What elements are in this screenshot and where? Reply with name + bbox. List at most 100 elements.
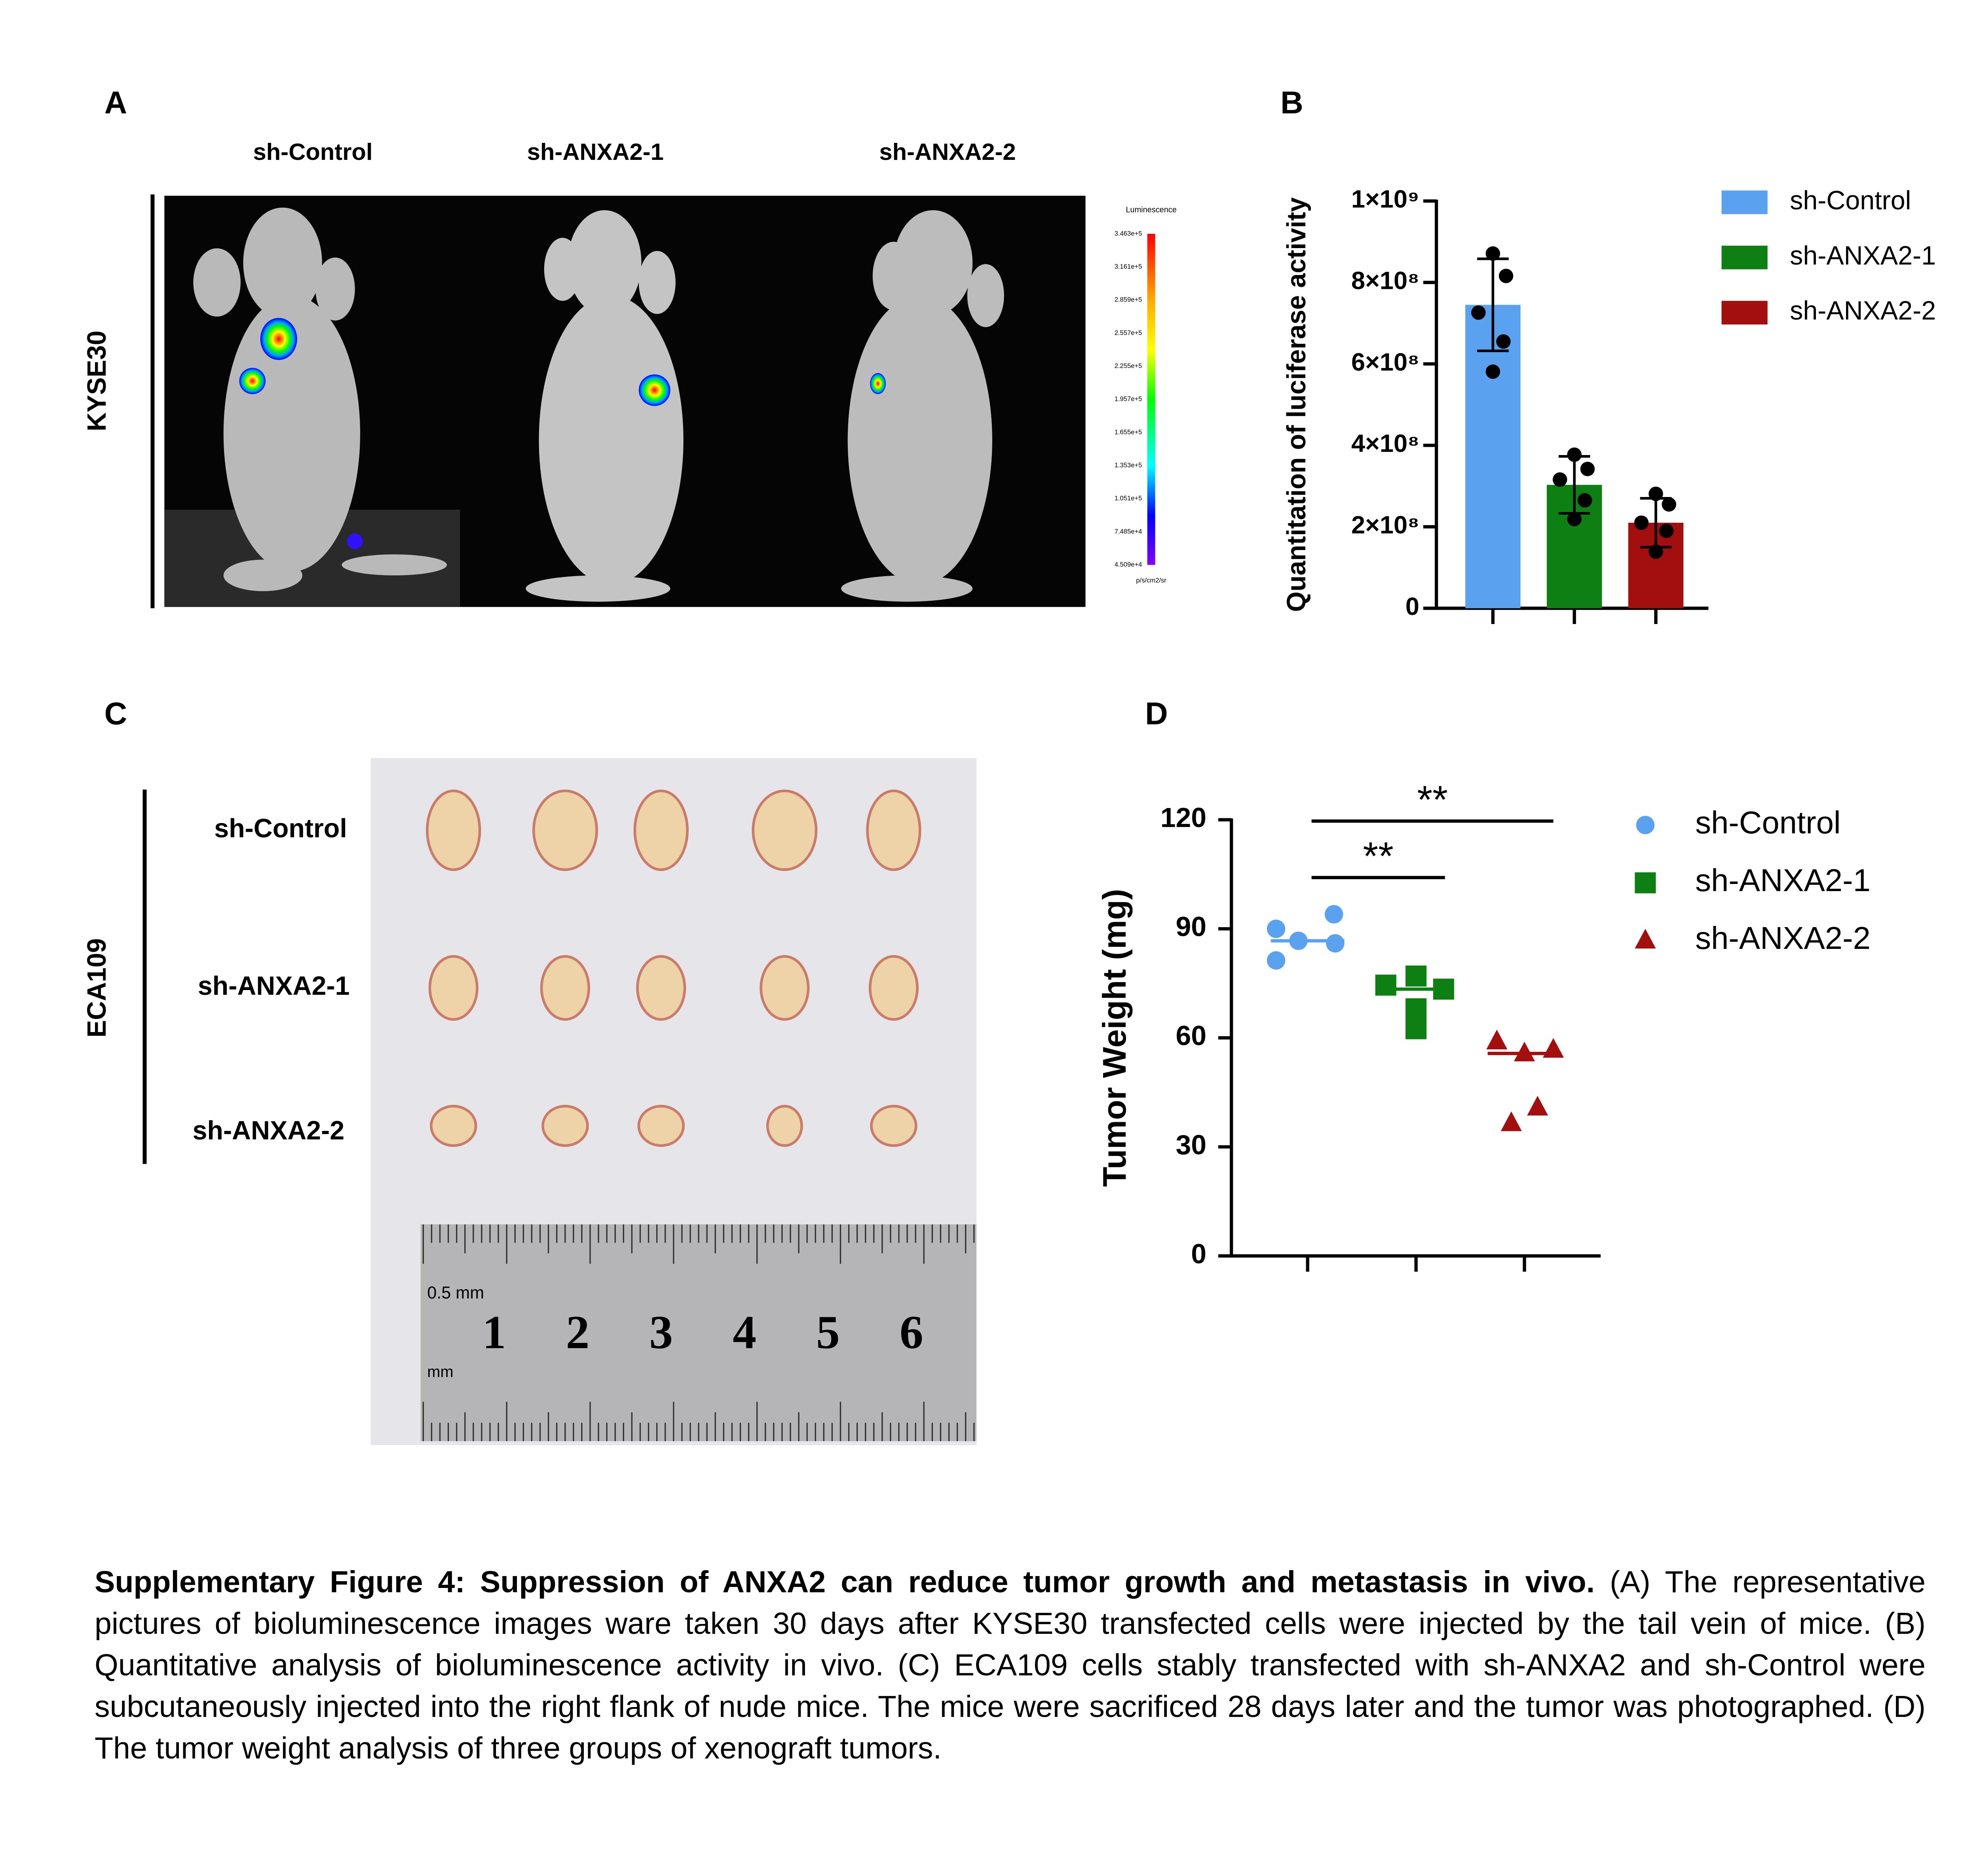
y-tick-label: 0 bbox=[1405, 593, 1419, 620]
tumor bbox=[870, 1105, 917, 1147]
legend-marker bbox=[1635, 872, 1656, 893]
legend-label: sh-ANXA2-2 bbox=[1695, 920, 1871, 956]
y-tick-label: 2×10⁸ bbox=[1351, 511, 1419, 539]
significance-label: ** bbox=[1363, 835, 1394, 878]
legend-marker bbox=[1636, 816, 1655, 835]
data-point bbox=[1662, 497, 1676, 512]
data-point bbox=[1267, 951, 1286, 970]
data-point bbox=[1267, 920, 1286, 938]
data-point bbox=[1405, 1018, 1427, 1039]
y-tick-label: 1×10⁹ bbox=[1351, 186, 1419, 213]
mouse bbox=[841, 210, 1004, 602]
tumor bbox=[636, 955, 686, 1021]
tumor bbox=[633, 789, 689, 871]
data-point bbox=[1405, 966, 1427, 987]
y-tick-label: 8×10⁸ bbox=[1351, 267, 1419, 294]
tumor bbox=[540, 955, 590, 1021]
data-point bbox=[1659, 524, 1674, 538]
legend-label: sh-Control bbox=[1790, 186, 1911, 215]
data-point bbox=[1375, 975, 1396, 996]
ruler-ticks bbox=[422, 1224, 975, 1442]
panel-label: C bbox=[104, 696, 127, 731]
data-point bbox=[1567, 512, 1582, 527]
group-label: sh-ANXA2-1 bbox=[198, 971, 350, 1001]
tumor bbox=[428, 955, 479, 1021]
y-tick-label: 6×10⁸ bbox=[1351, 348, 1419, 376]
tumor bbox=[868, 955, 919, 1021]
legend-label: sh-ANXA2-1 bbox=[1695, 863, 1871, 898]
ruler-number: 2 bbox=[566, 1306, 590, 1358]
mouse bbox=[526, 210, 684, 602]
data-point bbox=[1649, 486, 1663, 501]
data-point bbox=[1567, 447, 1582, 462]
y-tick-label: 90 bbox=[1176, 911, 1207, 942]
bar bbox=[1465, 305, 1521, 609]
y-tick-label: 120 bbox=[1160, 802, 1206, 833]
data-point bbox=[1500, 1111, 1522, 1131]
data-point bbox=[1634, 515, 1649, 530]
colorbar-label: 1.353e+5 bbox=[1115, 461, 1142, 469]
group-label: sh-ANXA2-2 bbox=[192, 1116, 344, 1145]
data-point bbox=[1471, 305, 1486, 320]
colorbar-label: 2.557e+5 bbox=[1115, 329, 1142, 336]
ruler-number: 5 bbox=[816, 1306, 840, 1358]
tumors bbox=[425, 789, 921, 1147]
tumor bbox=[866, 789, 921, 871]
legend-label: sh-ANXA2-1 bbox=[1790, 241, 1936, 270]
legend-label: sh-ANXA2-2 bbox=[1790, 296, 1936, 326]
group-label: sh-Control bbox=[214, 814, 347, 843]
tumor bbox=[752, 789, 818, 871]
luminescence-signal bbox=[870, 373, 886, 395]
tumor bbox=[766, 1105, 803, 1147]
ruler-label: 0.5 mm bbox=[427, 1284, 484, 1303]
tumor bbox=[637, 1105, 685, 1147]
legend-swatch bbox=[1721, 301, 1768, 325]
mouse bbox=[193, 207, 447, 592]
ruler bbox=[420, 1224, 977, 1442]
data-point bbox=[1496, 334, 1511, 349]
ruler-number: 3 bbox=[649, 1306, 673, 1358]
data-point bbox=[1580, 461, 1595, 476]
panel-label: A bbox=[104, 85, 127, 120]
ruler-label: mm bbox=[427, 1363, 453, 1381]
group-label: sh-Control bbox=[253, 138, 372, 165]
y-axis-label: Tumor Weight (mg) bbox=[1096, 889, 1133, 1187]
luminescence-signal bbox=[638, 374, 670, 406]
colorbar-label: 3.161e+5 bbox=[1115, 263, 1142, 270]
luminescence-signal bbox=[347, 533, 363, 549]
cell-line-label: KYSE30 bbox=[82, 330, 112, 431]
ruler-number: 1 bbox=[482, 1306, 506, 1358]
data-point bbox=[1577, 493, 1592, 508]
colorbar-title: Luminescence bbox=[1126, 205, 1176, 214]
tumor-photo: 0.5 mm mm 1 2 3 4 5 6 bbox=[370, 758, 977, 1445]
colorbar-label: 1.957e+5 bbox=[1115, 395, 1142, 403]
data-point bbox=[1405, 998, 1427, 1019]
tumor bbox=[532, 789, 598, 871]
colorbar-area bbox=[1085, 195, 1191, 607]
tumor bbox=[429, 1105, 477, 1147]
data-point bbox=[1552, 472, 1567, 487]
ruler-numbers: 1 2 3 4 5 6 bbox=[482, 1306, 923, 1358]
legend-marker bbox=[1635, 929, 1656, 949]
y-tick-label: 30 bbox=[1176, 1129, 1207, 1160]
group-label: sh-ANXA2-1 bbox=[527, 138, 664, 165]
colorbar-label: 3.463e+5 bbox=[1115, 230, 1142, 237]
group-label: sh-ANXA2-2 bbox=[879, 138, 1016, 165]
data-point bbox=[1485, 364, 1500, 379]
legend-label: sh-Control bbox=[1695, 805, 1841, 840]
panel-label: B bbox=[1280, 85, 1303, 120]
y-tick-label: 60 bbox=[1176, 1020, 1207, 1051]
colorbar-label: 1.655e+5 bbox=[1115, 428, 1142, 436]
data-point bbox=[1326, 934, 1345, 953]
legend-swatch bbox=[1721, 245, 1768, 269]
caption-text: (A) The representative pictures of biolu… bbox=[95, 1565, 1926, 1765]
data-point bbox=[1527, 1096, 1548, 1116]
data-point bbox=[1649, 544, 1663, 559]
panel-label: D bbox=[1145, 696, 1168, 731]
colorbar-label: 1.051e+5 bbox=[1115, 495, 1142, 502]
tumor bbox=[541, 1105, 589, 1147]
colorbar-label: 2.255e+5 bbox=[1115, 362, 1142, 370]
caption: Supplementary Figure 4: Suppression of A… bbox=[95, 1561, 1926, 1769]
